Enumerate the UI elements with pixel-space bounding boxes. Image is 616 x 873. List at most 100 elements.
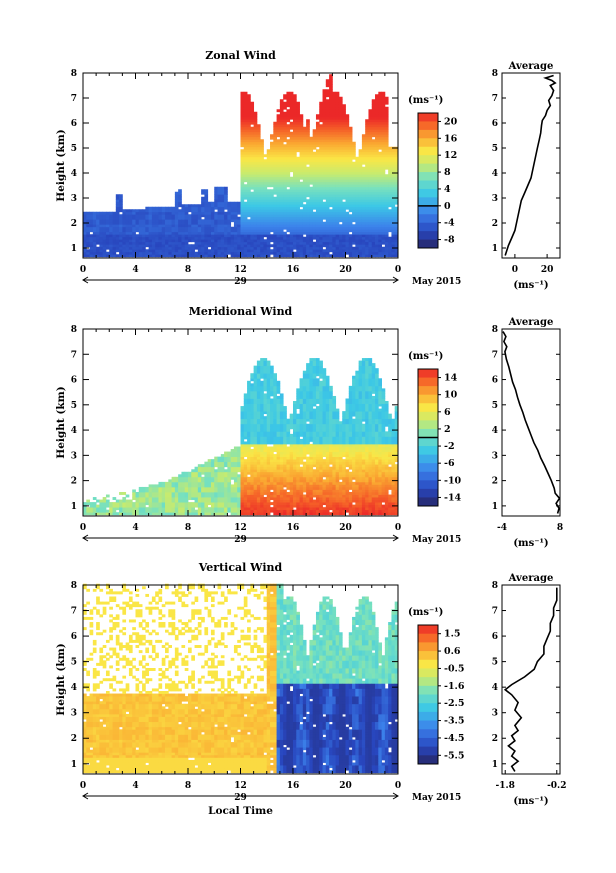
heatmap-cell	[253, 131, 258, 135]
heatmap-cell	[279, 239, 284, 243]
heatmap-cell	[168, 229, 172, 233]
heatmap-cell	[184, 211, 189, 215]
heatmap-cell	[247, 201, 251, 205]
heatmap-cell	[325, 89, 330, 93]
heatmap-cell	[381, 109, 386, 113]
heatmap-cell	[325, 246, 330, 250]
heatmap-cell	[322, 216, 327, 220]
heatmap-cell	[178, 494, 182, 498]
heatmap-cell	[148, 241, 153, 245]
heatmap-cell	[217, 189, 222, 193]
heatmap-cell	[325, 181, 330, 185]
heatmap-cell	[233, 507, 238, 511]
heatmap-cell	[319, 199, 323, 203]
heatmap-cell	[224, 191, 228, 195]
heatmap-cell	[240, 234, 245, 238]
heatmap-cell	[233, 204, 238, 208]
heatmap-cell	[194, 476, 199, 480]
heatmap-cell	[194, 234, 199, 238]
heatmap-cell	[125, 246, 130, 250]
heatmap-cell	[148, 214, 153, 218]
heatmap-cell	[293, 241, 297, 245]
heatmap-cell	[322, 134, 327, 138]
heatmap-cell	[243, 144, 248, 148]
heatmap-cell	[207, 509, 212, 513]
heatmap-cell	[138, 239, 143, 243]
heatmap-cell	[174, 507, 179, 511]
heatmap-cell	[299, 154, 304, 158]
heatmap-cell	[210, 512, 215, 516]
heatmap-cell	[384, 241, 389, 245]
heatmap-cell	[365, 149, 369, 153]
heatmap-cell	[315, 129, 320, 133]
heatmap-cell	[188, 209, 192, 213]
heatmap-cell	[92, 244, 97, 248]
heatmap-cell	[263, 441, 268, 445]
heatmap-cell	[289, 219, 294, 223]
heatmap-cell	[227, 211, 232, 215]
heatmap-cell	[240, 144, 245, 148]
heatmap-cell	[388, 154, 392, 158]
heatmap-cell	[171, 502, 176, 506]
heatmap-cell	[207, 476, 212, 480]
heatmap-cell	[174, 246, 179, 250]
heatmap-cell	[122, 236, 127, 240]
heatmap-cell	[247, 99, 251, 103]
heatmap-cell	[361, 229, 366, 233]
heatmap-cell	[230, 211, 235, 215]
heatmap-cell	[296, 101, 300, 105]
heatmap-cell	[230, 502, 235, 506]
heatmap-cell	[289, 159, 294, 163]
heatmap-cell	[253, 385, 258, 389]
heatmap-cell	[338, 161, 343, 165]
heatmap-cell	[273, 121, 277, 125]
heatmap-cell	[309, 151, 314, 155]
heatmap-cell	[250, 171, 255, 175]
heatmap-cell	[394, 201, 399, 205]
heatmap-cell	[247, 254, 251, 258]
heatmap-cell	[286, 229, 291, 233]
heatmap-cell	[148, 489, 153, 493]
heatmap-cell	[273, 136, 277, 140]
heatmap-cell	[224, 502, 228, 506]
heatmap-cell	[263, 241, 268, 245]
heatmap-cell	[184, 494, 189, 498]
heatmap-cell	[83, 507, 87, 511]
heatmap-cell	[197, 229, 202, 233]
heatmap-cell	[86, 219, 90, 223]
heatmap-cell	[178, 489, 182, 493]
heatmap-cell	[174, 229, 179, 233]
heatmap-cell	[332, 129, 337, 133]
heatmap-cell	[335, 204, 340, 208]
heatmap-cell	[270, 156, 274, 160]
heatmap-cell	[263, 176, 268, 180]
heatmap-cell	[276, 161, 281, 165]
heatmap-cell	[247, 380, 251, 384]
heatmap-cell	[388, 251, 392, 255]
heatmap-cell	[256, 144, 261, 148]
heatmap-cell	[165, 249, 169, 253]
heatmap-cell	[207, 239, 212, 243]
heatmap-cell	[171, 481, 176, 485]
heatmap-cell	[253, 416, 258, 420]
heatmap-cell	[135, 229, 140, 233]
heatmap-cell	[335, 184, 340, 188]
heatmap-cell	[188, 486, 192, 490]
heatmap-cell	[312, 181, 317, 185]
heatmap-cell	[256, 393, 261, 397]
heatmap-cell	[388, 151, 392, 155]
heatmap-cell	[329, 156, 333, 160]
heatmap-cell	[306, 179, 310, 183]
heatmap-cell	[293, 219, 297, 223]
heatmap-cell	[348, 214, 353, 218]
heatmap-cell	[99, 226, 104, 230]
heatmap-cell	[381, 111, 386, 115]
heatmap-cell	[243, 469, 248, 473]
heatmap-cell	[312, 169, 317, 173]
heatmap-cell	[348, 171, 353, 175]
heatmap-cell	[365, 249, 369, 253]
heatmap-cell	[224, 196, 228, 200]
heatmap-cell	[181, 512, 186, 516]
heatmap-cell	[214, 221, 218, 225]
heatmap-cell	[368, 154, 373, 158]
